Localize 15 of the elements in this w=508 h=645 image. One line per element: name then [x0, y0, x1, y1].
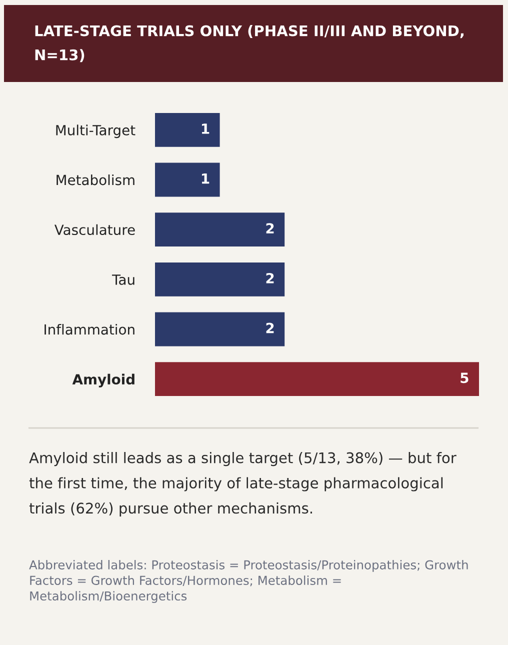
chart-title: LATE-STAGE TRIALS ONLY (PHASE II/III AND BEYOND, N=13)	[35, 25, 464, 62]
data-label: 1	[202, 124, 210, 134]
y-tick-label: Metabolism	[56, 174, 134, 186]
data-label: 2	[266, 272, 274, 284]
data-label: 1	[202, 173, 210, 184]
text: Amyloid still leads as a single target (5/13, 38%) — but for the first time, the majority of late-stage pharmacological trials (62%) pursue other mechanisms.	[29, 452, 456, 517]
data-label: 5	[460, 372, 468, 384]
y-tick-label: Vasculature	[54, 224, 135, 236]
data-label: 2	[266, 223, 274, 234]
y-tick-label: Amyloid	[72, 374, 134, 388]
y-tick-label: Inflammation	[44, 324, 134, 335]
text: Abbreviated labels: Proteostasis = Proteostasis/Proteinopathies; Growth Factors = Growth Factors/Hormones; Metabolism = Metabolism/Bioenergetics	[29, 560, 468, 603]
data-label: 2	[266, 322, 274, 334]
y-tick-label: Tau	[112, 274, 134, 285]
y-tick-label: Multi-Target	[56, 124, 136, 138]
